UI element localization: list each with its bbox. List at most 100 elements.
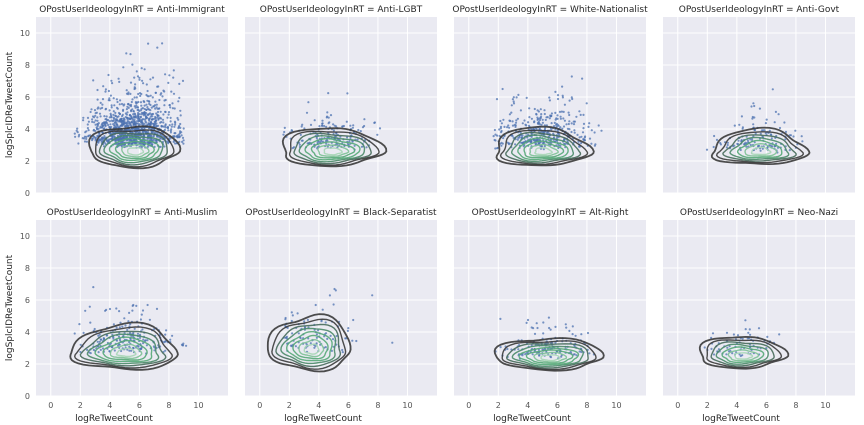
x-tick-label: 2	[705, 401, 710, 410]
scatter-point	[574, 334, 577, 337]
scatter-point	[499, 119, 502, 123]
scatter-point	[139, 94, 142, 97]
x-tick-label: 4	[316, 401, 321, 410]
scatter-point	[132, 347, 135, 350]
scatter-point	[732, 333, 736, 336]
scatter-point	[132, 120, 135, 123]
scatter-point	[178, 82, 181, 85]
scatter-point	[347, 327, 350, 330]
scatter-point	[733, 144, 736, 147]
scatter-point	[167, 141, 170, 144]
scatter-point	[118, 80, 121, 83]
scatter-point	[164, 333, 167, 336]
scatter-point	[179, 122, 182, 126]
density-contour	[523, 140, 565, 159]
scatter-point	[84, 131, 87, 134]
scatter-point	[140, 104, 143, 107]
scatter-point	[181, 140, 184, 143]
scatter-point	[84, 309, 87, 312]
scatter-point	[146, 145, 149, 148]
x-axis-label: logReTweetCount	[702, 414, 780, 424]
scatter-point	[283, 130, 286, 134]
scatter-point	[160, 117, 163, 120]
scatter-point	[726, 141, 730, 144]
density-contour	[95, 129, 175, 168]
scatter-point	[137, 108, 140, 111]
scatter-point	[109, 112, 112, 115]
scatter-point	[346, 136, 349, 139]
scatter-point	[764, 122, 768, 125]
scatter-point	[784, 130, 788, 133]
scatter-point	[573, 131, 576, 134]
scatter-point	[327, 116, 330, 119]
scatter-point	[146, 89, 149, 93]
scatter-point	[126, 136, 129, 139]
scatter-point	[158, 107, 161, 110]
scatter-point	[498, 128, 501, 131]
scatter-point	[502, 118, 505, 121]
density-contour	[69, 321, 179, 371]
scatter-point	[145, 116, 148, 119]
scatter-point	[294, 345, 297, 348]
scatter-point	[492, 135, 495, 138]
density-contour	[86, 333, 160, 365]
scatter-point	[108, 120, 111, 123]
scatter-point	[748, 328, 751, 331]
scatter-point	[573, 120, 577, 123]
scatter-point	[170, 90, 173, 93]
scatter-point	[285, 336, 288, 339]
scatter-point	[103, 115, 106, 118]
scatter-point	[91, 120, 94, 123]
scatter-point	[115, 98, 118, 101]
x-tick-label: 0	[466, 401, 471, 410]
facet-title: OPostUserIdeologyInRT = Anti-Govt	[679, 5, 840, 15]
scatter-point	[107, 73, 110, 77]
scatter-point	[530, 135, 533, 138]
scatter-point	[757, 144, 760, 148]
scatter-point	[141, 79, 144, 82]
facet-title: OPostUserIdeologyInRT = Anti-LGBT	[260, 5, 423, 15]
y-tick-label: 6	[25, 93, 30, 102]
scatter-point	[149, 94, 152, 97]
scatter-point	[99, 138, 102, 141]
scatter-point	[147, 42, 150, 45]
facet-panel: OPostUserIdeologyInRT = White-Nationalis…	[452, 5, 648, 194]
scatter-point	[525, 96, 528, 99]
density-contour	[750, 146, 772, 156]
scatter-point	[96, 116, 99, 119]
scatter-point	[510, 111, 513, 114]
scatter-point	[323, 124, 326, 128]
scatter-point	[156, 46, 159, 49]
plot-area	[281, 92, 388, 168]
scatter-point	[107, 89, 110, 93]
density-contour	[102, 339, 148, 361]
scatter-point	[512, 100, 515, 103]
scatter-point	[546, 116, 549, 119]
scatter-point	[182, 127, 185, 130]
scatter-point	[138, 113, 141, 116]
scatter-point	[519, 109, 523, 112]
scatter-point	[353, 144, 356, 147]
scatter-point	[554, 128, 557, 131]
scatter-point	[142, 338, 145, 341]
density-contour	[271, 318, 347, 370]
scatter-point	[86, 123, 89, 126]
scatter-point	[739, 148, 742, 152]
scatter-point	[570, 130, 573, 134]
scatter-point	[131, 63, 134, 66]
scatter-point	[548, 117, 551, 120]
scatter-point	[544, 127, 547, 130]
scatter-point	[82, 119, 85, 122]
scatter-point	[744, 319, 747, 322]
scatter-point	[537, 117, 540, 120]
scatter-point	[290, 311, 293, 314]
scatter-point	[588, 122, 591, 125]
scatter-point	[73, 332, 76, 335]
scatter-point	[296, 312, 299, 315]
scatter-point	[173, 135, 176, 138]
scatter-point	[131, 108, 134, 111]
scatter-point	[557, 144, 560, 147]
scatter-point	[587, 125, 590, 128]
density-contour	[88, 125, 182, 170]
scatter-point	[112, 337, 115, 340]
